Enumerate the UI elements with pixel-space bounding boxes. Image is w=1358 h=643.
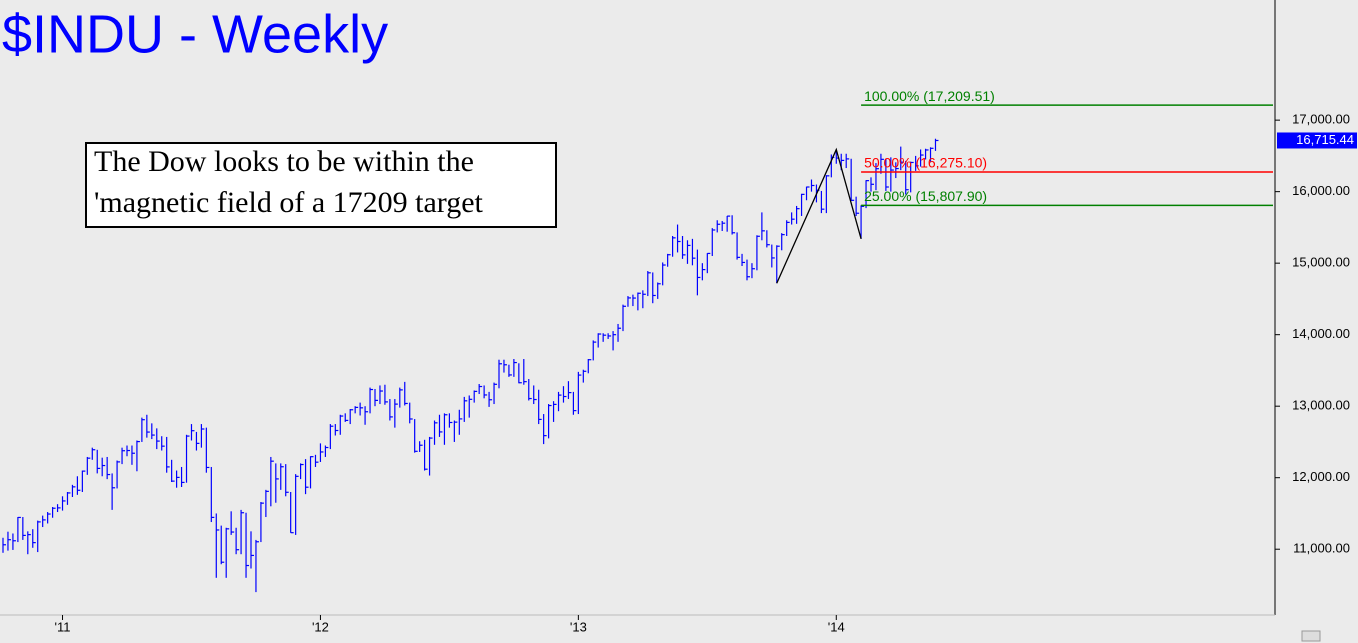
plot: 11,000.00 12,000.00 13,000.00 14,000.00 15,0… <box>2 88 1357 634</box>
level-label: 50.00% (16,275.10) <box>864 155 987 171</box>
last-value-label: 16,715.44 <box>1296 132 1354 147</box>
y-tick-label: 17,000.00 <box>1292 112 1350 127</box>
x-tick-label: '12 <box>312 619 329 634</box>
x-tick-label: '14 <box>828 619 845 634</box>
pattern-line <box>776 147 862 284</box>
last-value-box <box>1277 132 1357 149</box>
y-tick-label: 11,000.00 <box>1293 541 1350 556</box>
chart-title: $INDU - Weekly <box>2 4 388 64</box>
y-tick-label: 13,000.00 <box>1292 398 1350 413</box>
scroll-icon <box>1301 630 1321 642</box>
x-tick-label: '11 <box>55 619 71 634</box>
y-tick-label: 16,000.00 <box>1292 183 1350 198</box>
y-tick-label: 15,000.00 <box>1292 255 1350 270</box>
note-line: The Dow looks to be within the <box>94 145 474 178</box>
y-tick-label: 12,000.00 <box>1292 469 1350 484</box>
y-tick-label: 14,000.00 <box>1292 326 1350 341</box>
x-tick-label: '13 <box>570 619 587 634</box>
level-label: 25.00% (15,807.90) <box>864 188 987 204</box>
note-line: 'magnetic field of a 17209 target <box>94 186 484 219</box>
level-label: 100.00% (17,209.51) <box>864 88 995 104</box>
note-box <box>85 142 557 228</box>
